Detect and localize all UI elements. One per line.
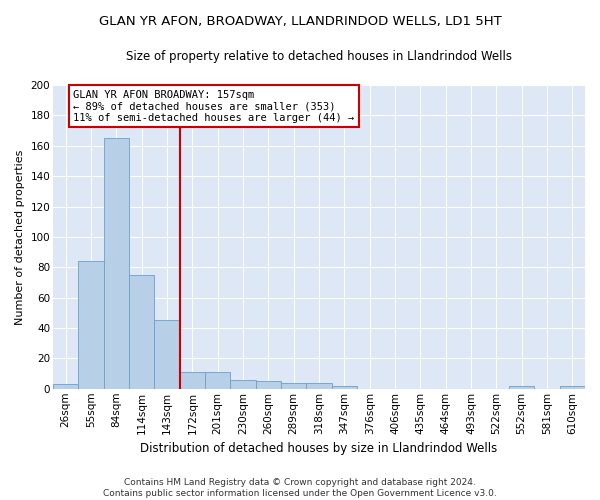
Text: GLAN YR AFON BROADWAY: 157sqm
← 89% of detached houses are smaller (353)
11% of : GLAN YR AFON BROADWAY: 157sqm ← 89% of d… <box>73 90 355 123</box>
Bar <box>332 386 357 389</box>
Y-axis label: Number of detached properties: Number of detached properties <box>15 149 25 324</box>
Bar <box>79 261 104 389</box>
Bar <box>281 382 307 389</box>
Title: Size of property relative to detached houses in Llandrindod Wells: Size of property relative to detached ho… <box>126 50 512 63</box>
Bar <box>104 138 129 389</box>
Bar <box>560 386 585 389</box>
Bar <box>509 386 535 389</box>
Bar <box>53 384 79 389</box>
Bar <box>180 372 205 389</box>
Bar <box>230 380 256 389</box>
Bar <box>256 381 281 389</box>
Bar <box>154 320 180 389</box>
Bar <box>129 275 154 389</box>
X-axis label: Distribution of detached houses by size in Llandrindod Wells: Distribution of detached houses by size … <box>140 442 497 455</box>
Text: Contains HM Land Registry data © Crown copyright and database right 2024.
Contai: Contains HM Land Registry data © Crown c… <box>103 478 497 498</box>
Text: GLAN YR AFON, BROADWAY, LLANDRINDOD WELLS, LD1 5HT: GLAN YR AFON, BROADWAY, LLANDRINDOD WELL… <box>98 15 502 28</box>
Bar <box>307 382 332 389</box>
Bar <box>205 372 230 389</box>
